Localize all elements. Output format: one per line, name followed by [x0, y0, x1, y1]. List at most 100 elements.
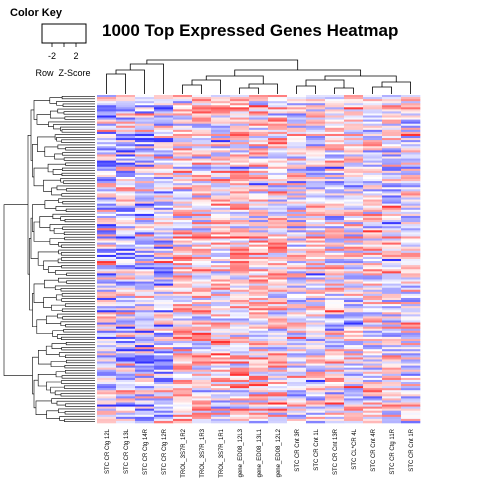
- heatmap-cell: [97, 128, 116, 130]
- heatmap-cell: [97, 362, 116, 364]
- heatmap-cell: [154, 107, 173, 109]
- heatmap-cell: [268, 206, 287, 208]
- heatmap-cell: [211, 333, 230, 335]
- heatmap-cell: [249, 415, 268, 417]
- heatmap-cell: [344, 288, 363, 290]
- heatmap-cell: [211, 218, 230, 220]
- heatmap-cell: [154, 357, 173, 359]
- heatmap-cell: [116, 109, 135, 111]
- heatmap-cell: [249, 333, 268, 335]
- heatmap-cell: [363, 265, 382, 267]
- heatmap-cell: [97, 216, 116, 218]
- heatmap-cell: [363, 138, 382, 140]
- heatmap-cell: [135, 380, 154, 382]
- heatmap-cell: [287, 142, 306, 144]
- heatmap-cell: [192, 148, 211, 150]
- row-dendrogram-branch: [62, 130, 95, 133]
- heatmap-cell: [97, 331, 116, 333]
- heatmap-cell: [287, 150, 306, 152]
- row-dendrogram-branch: [65, 365, 95, 368]
- heatmap-cell: [287, 136, 306, 138]
- heatmap-cell: [249, 222, 268, 224]
- heatmap-cell: [287, 120, 306, 122]
- heatmap-cell: [135, 394, 154, 396]
- heatmap-cell: [173, 220, 192, 222]
- heatmap-cell: [211, 116, 230, 118]
- heatmap-cell: [116, 130, 135, 132]
- heatmap-cell: [173, 232, 192, 234]
- heatmap-cell: [173, 183, 192, 185]
- heatmap-cell: [154, 415, 173, 417]
- heatmap-cell: [363, 394, 382, 396]
- heatmap-cell: [306, 138, 325, 140]
- heatmap-cell: [154, 409, 173, 411]
- heatmap-cell: [268, 296, 287, 298]
- heatmap-cell: [363, 386, 382, 388]
- row-dendrogram-branch: [66, 163, 95, 166]
- heatmap-cell: [249, 359, 268, 361]
- heatmap-cell: [268, 376, 287, 378]
- row-dendrogram-branch: [65, 404, 95, 407]
- heatmap-cell: [382, 251, 401, 253]
- row-dendrogram-branch: [59, 353, 95, 357]
- heatmap-cell: [154, 253, 173, 255]
- heatmap-cell: [363, 116, 382, 118]
- heatmap-cell: [363, 118, 382, 120]
- heatmap-cell: [211, 421, 230, 423]
- heatmap-cell: [268, 388, 287, 390]
- column-label: STC CR Cnt 3R: [295, 428, 301, 471]
- heatmap-cell: [211, 294, 230, 296]
- heatmap-cell: [154, 249, 173, 251]
- heatmap-cell: [249, 140, 268, 142]
- heatmap-cell: [363, 339, 382, 341]
- heatmap-cell: [173, 236, 192, 238]
- heatmap-cell: [135, 376, 154, 378]
- heatmap-cell: [135, 152, 154, 154]
- heatmap-cell: [287, 364, 306, 366]
- heatmap-cell: [211, 359, 230, 361]
- heatmap-cell: [173, 384, 192, 386]
- heatmap-cell: [363, 191, 382, 193]
- heatmap-cell: [249, 212, 268, 214]
- heatmap-cell: [268, 282, 287, 284]
- heatmap-cell: [116, 257, 135, 259]
- row-dendrogram-branch: [57, 101, 95, 105]
- heatmap-cell: [325, 353, 344, 355]
- heatmap-cell: [154, 99, 173, 101]
- heatmap-cell: [382, 157, 401, 159]
- heatmap-cell: [230, 191, 249, 193]
- heatmap-cell: [230, 403, 249, 405]
- heatmap-cell: [192, 228, 211, 230]
- heatmap-cell: [211, 236, 230, 238]
- heatmap-cell: [249, 109, 268, 111]
- heatmap-cell: [363, 343, 382, 345]
- heatmap-cell: [287, 343, 306, 345]
- heatmap-cell: [230, 321, 249, 323]
- column-dendrogram-branch: [325, 76, 396, 82]
- heatmap-cell: [325, 370, 344, 372]
- heatmap-cell: [97, 107, 116, 109]
- heatmap-cell: [211, 179, 230, 181]
- heatmap-cell: [192, 163, 211, 165]
- heatmap-cell: [249, 308, 268, 310]
- heatmap-cell: [401, 111, 420, 113]
- row-dendrogram-branch: [52, 399, 95, 403]
- heatmap-cell: [97, 214, 116, 216]
- heatmap-cell: [192, 280, 211, 282]
- heatmap-cell: [268, 105, 287, 107]
- heatmap-cell: [211, 150, 230, 152]
- heatmap-cell: [344, 109, 363, 111]
- heatmap-cell: [401, 241, 420, 243]
- heatmap-cell: [268, 103, 287, 105]
- column-label: gene_ED08_12L2: [276, 428, 282, 477]
- heatmap-cell: [249, 392, 268, 394]
- heatmap-cell: [306, 228, 325, 230]
- heatmap-cell: [249, 101, 268, 103]
- heatmap-cell: [344, 355, 363, 357]
- heatmap-cell: [306, 261, 325, 263]
- heatmap-cell: [116, 216, 135, 218]
- heatmap-cell: [135, 148, 154, 150]
- heatmap-cell: [230, 337, 249, 339]
- heatmap-cell: [135, 140, 154, 142]
- heatmap-cell: [287, 339, 306, 341]
